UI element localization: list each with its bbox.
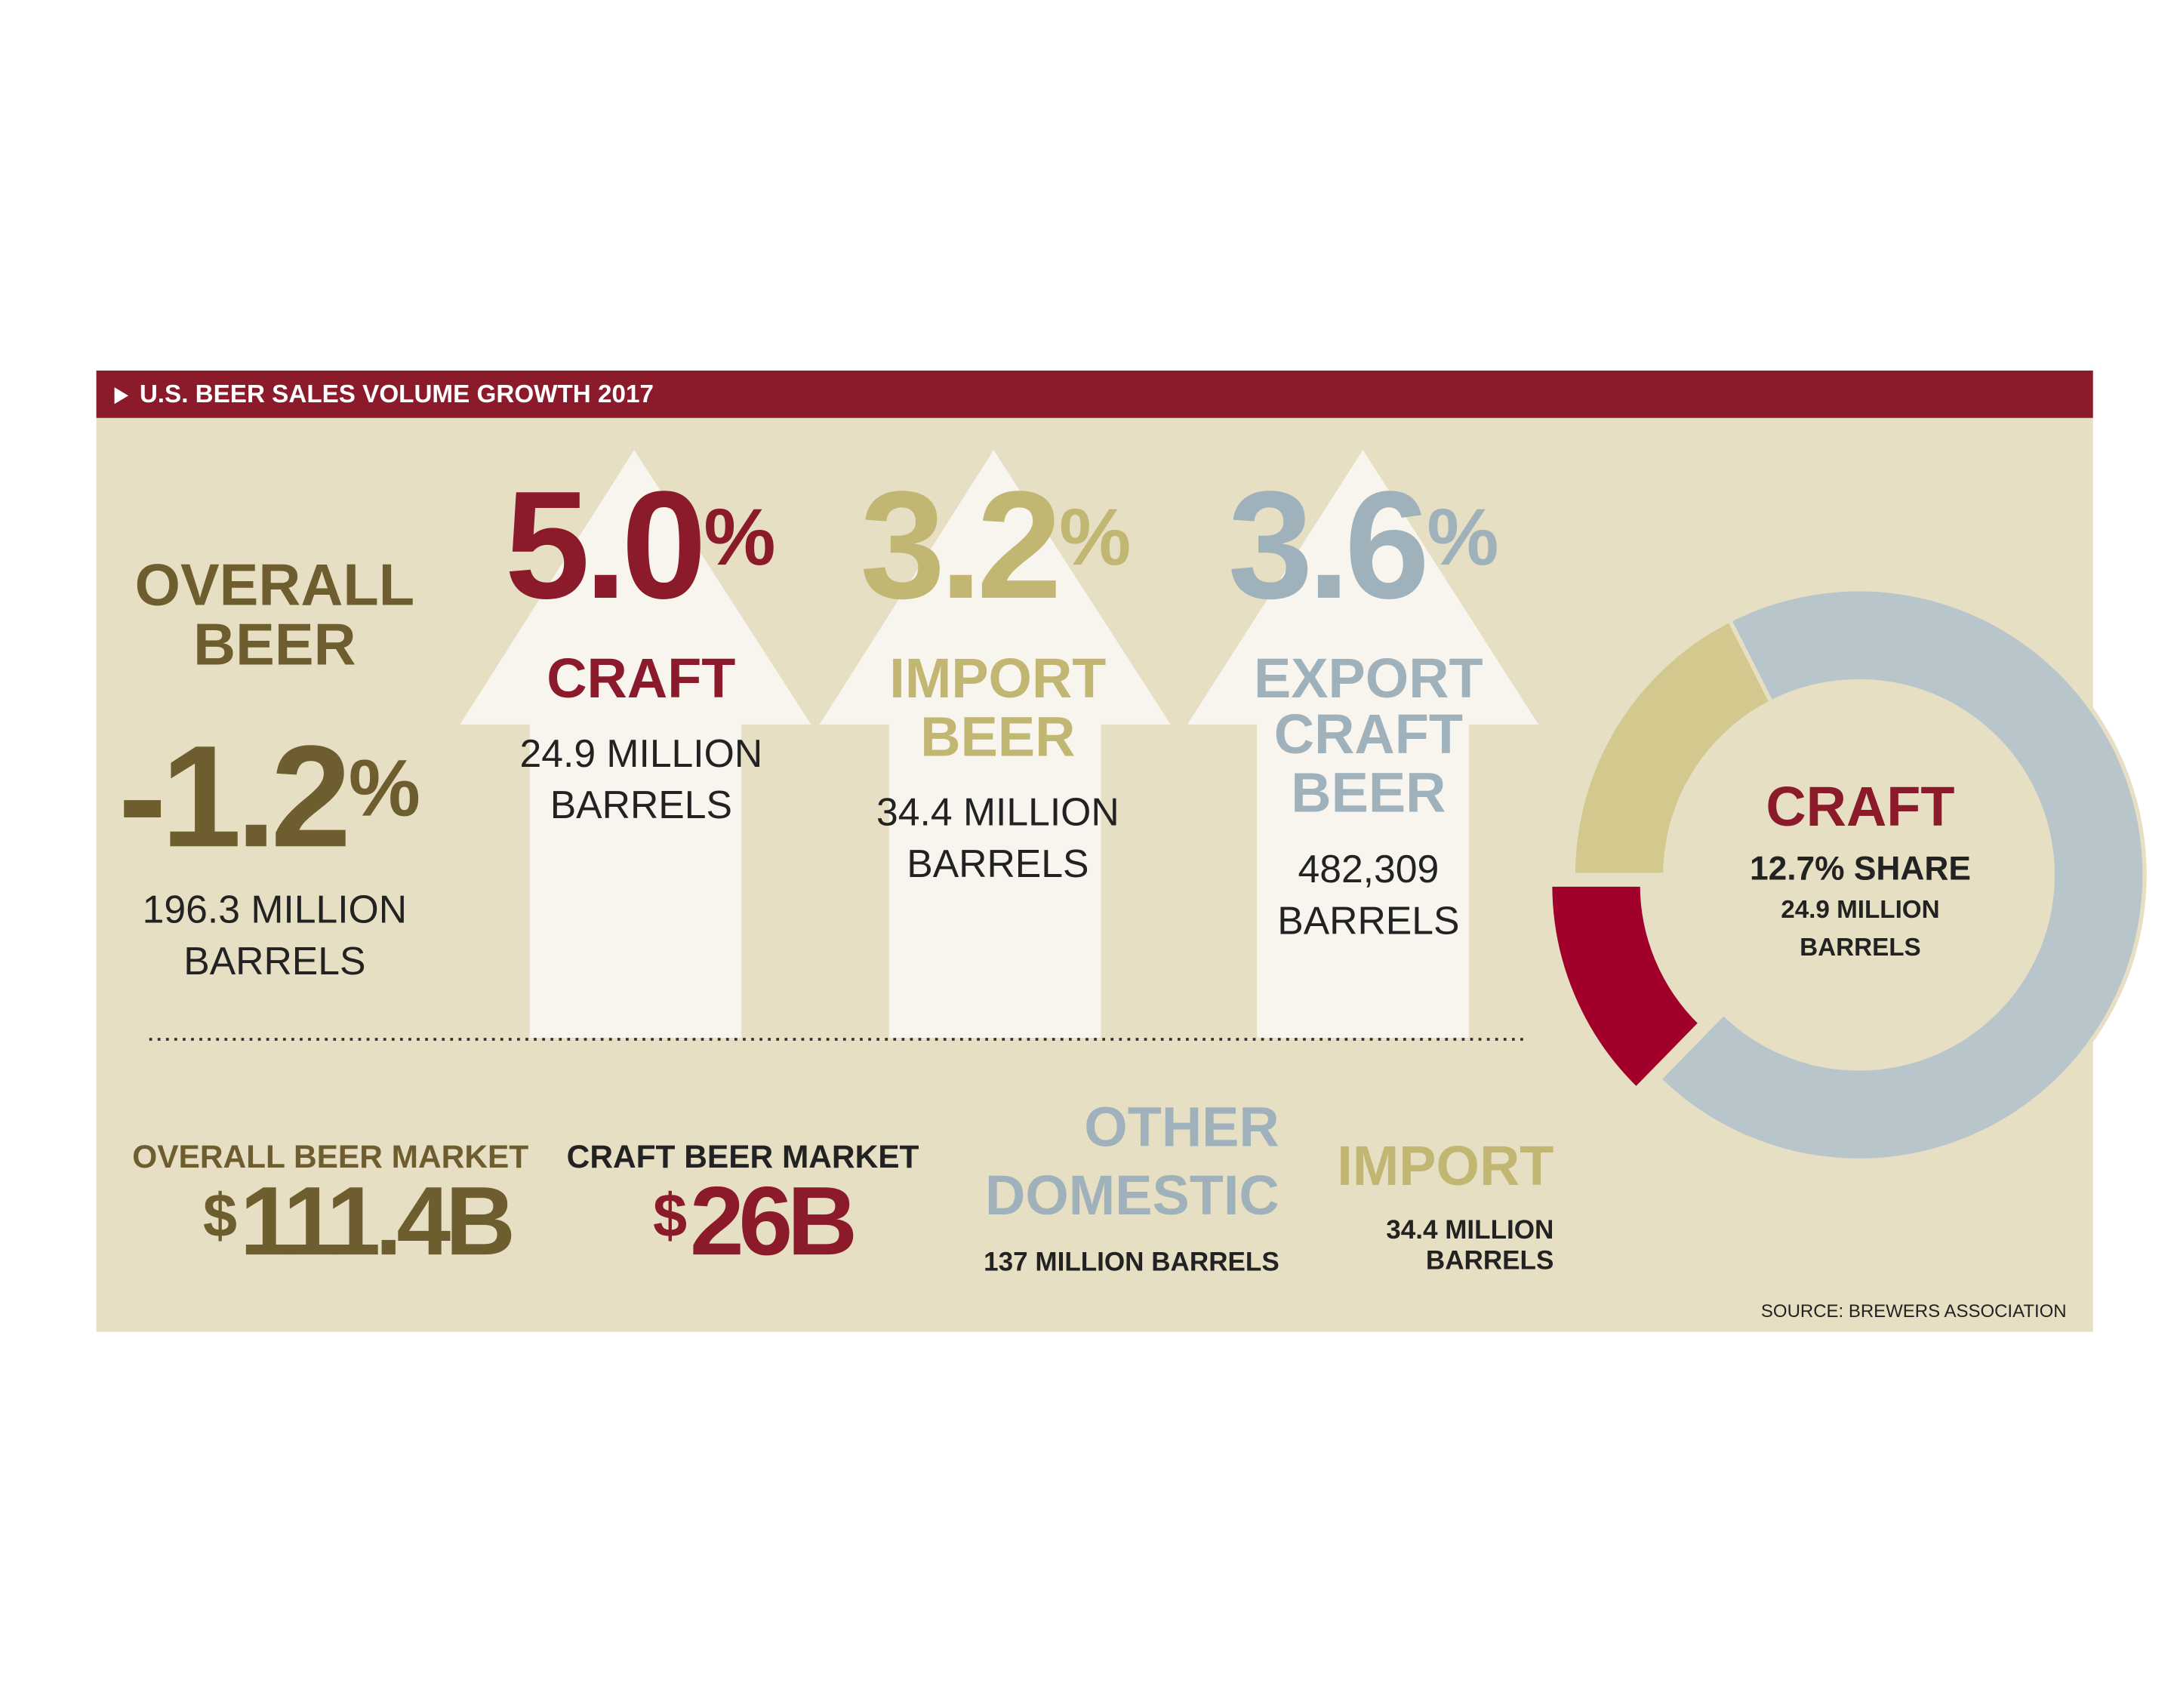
growth-volume: 34.4 MILLION — [876, 789, 1119, 833]
growth-label: BEER — [920, 705, 1075, 768]
growth-unit: % — [1427, 491, 1498, 582]
growth-label: CRAFT — [1274, 703, 1463, 765]
donut-segment — [1656, 587, 2147, 1163]
overall-volume: 196.3 MILLION — [143, 888, 407, 931]
arrow — [819, 450, 1171, 1039]
donut-segment — [1547, 882, 1704, 1092]
market-currency: $ — [203, 1181, 237, 1250]
market-currency: $ — [653, 1181, 687, 1250]
legend-label: DOMESTIC — [985, 1164, 1279, 1226]
growth-volume: 24.9 MILLION — [519, 731, 762, 775]
market-value: 111.4B — [240, 1167, 512, 1276]
arrow — [460, 450, 811, 1039]
center-label: CRAFT — [1766, 775, 1954, 838]
growth-value: 3.2 — [860, 460, 1056, 631]
legend-label: OTHER — [1084, 1095, 1279, 1158]
source: SOURCE: BREWERS ASSOCIATION — [1761, 1301, 2067, 1322]
center-detail: BARRELS — [1800, 934, 1921, 962]
growth-label: BEER — [1291, 761, 1446, 823]
growth-value: 5.0 — [505, 460, 701, 631]
overall-label: BEER — [193, 613, 356, 678]
center-share: 12.7% SHARE — [1750, 850, 1971, 887]
growth-volume: BARRELS — [1277, 898, 1459, 942]
legend-label: IMPORT — [1337, 1134, 1554, 1197]
growth-label: CRAFT — [547, 647, 735, 709]
header-marker — [114, 387, 129, 405]
growth-value: 3.6 — [1228, 460, 1425, 631]
header-title: U.S. BEER SALES VOLUME GROWTH 2017 — [140, 380, 654, 408]
overall-value: -1.2 — [119, 715, 346, 877]
donut — [1547, 587, 2147, 1163]
growth-label: EXPORT — [1254, 647, 1483, 709]
header-bar — [96, 370, 2093, 418]
legend-detail: BARRELS — [1426, 1246, 1554, 1276]
overall-unit: % — [349, 742, 420, 832]
arrow — [1187, 450, 1539, 1039]
overall-volume: BARRELS — [183, 939, 365, 983]
market-label: CRAFT BEER MARKET — [567, 1139, 919, 1174]
market-value: 26B — [690, 1167, 854, 1276]
growth-label: IMPORT — [889, 647, 1106, 709]
center-detail: 24.9 MILLION — [1781, 896, 1939, 924]
growth-volume: BARRELS — [550, 783, 732, 826]
overall-label: OVERALL — [135, 552, 414, 617]
growth-unit: % — [704, 491, 775, 582]
growth-volume: 482,309 — [1298, 847, 1439, 891]
market-label: OVERALL BEER MARKET — [132, 1139, 528, 1174]
growth-unit: % — [1059, 491, 1131, 582]
legend-detail: 137 MILLION BARRELS — [984, 1247, 1279, 1276]
legend-detail: 34.4 MILLION — [1386, 1215, 1554, 1245]
growth-volume: BARRELS — [907, 842, 1089, 885]
